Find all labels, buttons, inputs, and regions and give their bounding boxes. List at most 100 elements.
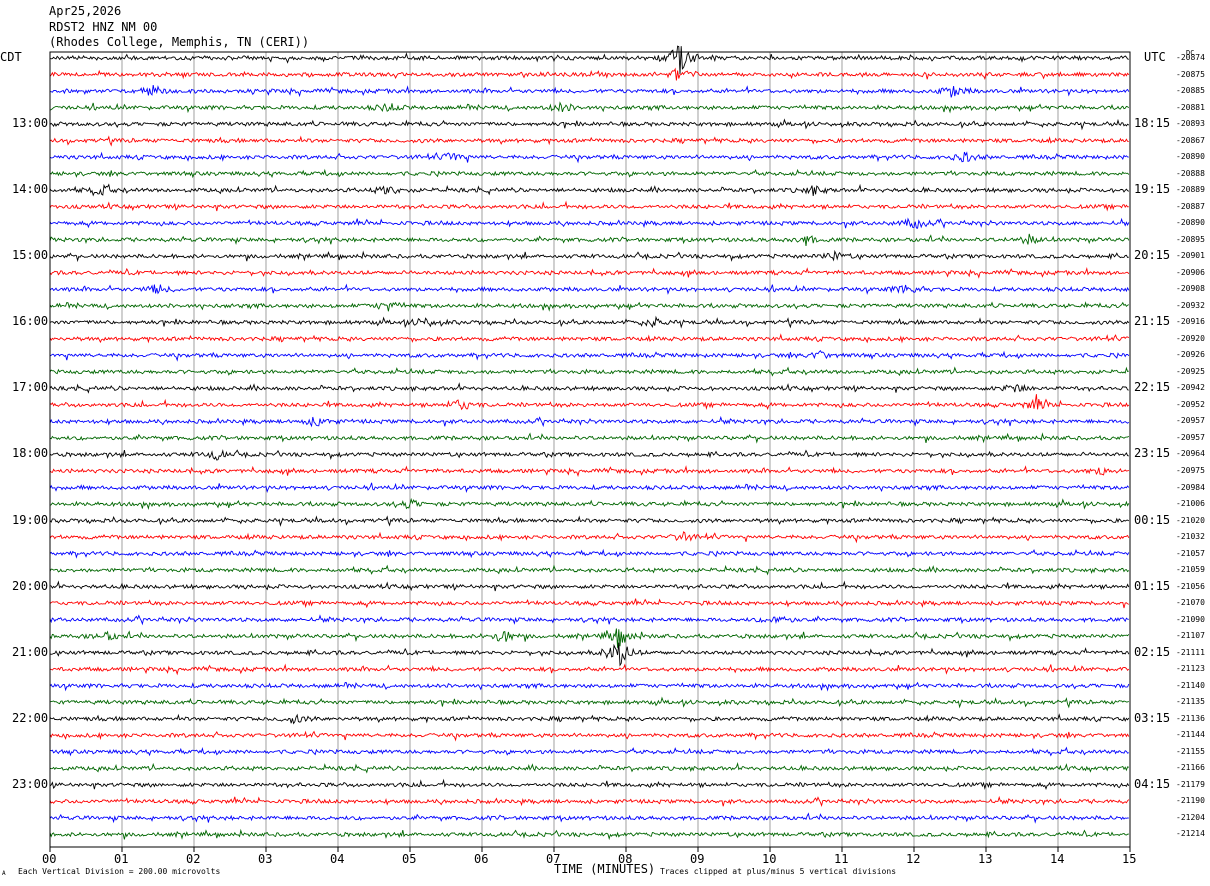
x-tick-label: 12 [906, 852, 921, 866]
dc-offset-label: -20889 [1176, 185, 1205, 195]
x-tick-label: 06 [474, 852, 489, 866]
left-time-label: 19:00 [12, 512, 49, 527]
right-time-label: 21:15 [1134, 314, 1171, 329]
x-tick-label: 02 [186, 852, 201, 866]
date-label: Apr25,2026 [49, 4, 122, 18]
x-tick-label: 09 [690, 852, 705, 866]
trace-line [49, 482, 1130, 494]
trace-line [49, 151, 1129, 164]
dc-offset-label: -20875 [1176, 69, 1205, 79]
left-time-label: 13:00 [12, 116, 49, 131]
x-tick-label: 10 [762, 852, 777, 866]
trace-line [49, 762, 1129, 774]
trace-line [49, 795, 1130, 808]
x-tick-label: 01 [114, 852, 129, 866]
right-time-label: 01:15 [1134, 578, 1171, 593]
vertical-division-note: Each Vertical Division = 200.00 microvol… [18, 867, 221, 876]
left-axis-label: CDT [0, 50, 22, 64]
dc-offset-label: -20926 [1176, 350, 1205, 360]
dc-offset-label: -21214 [1176, 829, 1205, 839]
trace-line [49, 266, 1130, 279]
trace-line [49, 333, 1130, 344]
trace-line [49, 812, 1129, 824]
dc-offset-label: -20957 [1176, 432, 1205, 442]
trace-line [49, 315, 1130, 329]
dc-label: DC [1186, 49, 1195, 57]
trace-line [49, 746, 1130, 757]
left-time-label: 18:00 [12, 446, 49, 461]
x-tick-label: 05 [402, 852, 417, 866]
right-time-label: 02:15 [1134, 644, 1171, 659]
trace-line [49, 515, 1130, 527]
trace-line [49, 598, 1130, 609]
dc-offset-label: -20975 [1176, 466, 1205, 475]
right-time-label: 18:15 [1134, 116, 1171, 131]
x-tick-label: 13 [978, 852, 993, 866]
dc-offset-label: -20925 [1176, 366, 1205, 376]
dc-offset-label: -20881 [1176, 102, 1205, 112]
trace-line [49, 217, 1130, 229]
dc-offset-label: -21123 [1176, 664, 1205, 674]
trace-line [49, 564, 1130, 576]
dc-offset-label: -21032 [1176, 532, 1205, 542]
dc-offset-label: -20888 [1176, 168, 1205, 178]
dc-offset-label: -20893 [1176, 119, 1205, 129]
trace-line [49, 449, 1129, 461]
right-time-label: 20:15 [1134, 248, 1171, 263]
dc-offset-label: -20885 [1176, 86, 1205, 96]
right-time-label: 22:15 [1134, 380, 1171, 395]
dc-offset-label: -20932 [1176, 300, 1205, 310]
dc-offset-label: -21144 [1176, 730, 1205, 740]
dc-offset-label: -21059 [1176, 565, 1205, 575]
dc-offset-label: -20952 [1176, 399, 1205, 409]
left-time-label: 21:00 [12, 644, 49, 659]
dc-offset-label: -20890 [1176, 218, 1205, 228]
dc-offset-label: -21204 [1176, 812, 1205, 822]
left-time-label: 17:00 [12, 380, 49, 395]
dc-offset-label: -21090 [1176, 614, 1205, 624]
dc-offset-label: -21057 [1176, 548, 1205, 558]
trace-line [49, 778, 1130, 790]
trace-line [49, 681, 1130, 692]
trace-line [49, 432, 1130, 444]
dc-offset-label: -21006 [1176, 499, 1205, 509]
left-time-label: 15:00 [12, 248, 49, 263]
trace-line [49, 283, 1130, 295]
dc-offset-label: -20957 [1176, 416, 1205, 426]
dc-offset-label: -21070 [1176, 598, 1205, 608]
trace-line [49, 67, 1130, 81]
right-time-label: 19:15 [1134, 182, 1171, 197]
dc-offset-label: -21166 [1176, 763, 1205, 773]
trace-line [49, 200, 1129, 212]
left-time-label: 16:00 [12, 314, 49, 329]
dc-offset-label: -20984 [1176, 482, 1205, 492]
trace-line [49, 415, 1130, 428]
trace-line [49, 663, 1130, 676]
trace-line [49, 101, 1130, 114]
trace-line [49, 828, 1129, 841]
trace-line [49, 642, 1130, 667]
trace-line [49, 628, 1130, 648]
dc-offset-label: -20901 [1176, 251, 1205, 261]
x-axis-title: TIME (MINUTES) [554, 862, 656, 876]
left-time-label: 14:00 [12, 182, 49, 197]
trace-line [49, 301, 1130, 312]
x-tick-label: 07 [546, 852, 561, 866]
dc-offset-label: -20964 [1176, 449, 1205, 459]
right-time-label: 00:15 [1134, 512, 1171, 527]
dc-offset-label: -21155 [1176, 746, 1205, 756]
right-time-label: 04:15 [1134, 776, 1171, 791]
trace-line [49, 531, 1130, 544]
helicorder-traces [49, 45, 1130, 841]
dc-offset-label: -20867 [1176, 135, 1205, 145]
dc-offset-label: -20906 [1176, 267, 1205, 277]
dc-offset-label: -21135 [1176, 697, 1205, 707]
trace-line [49, 696, 1129, 709]
trace-line [49, 135, 1129, 147]
trace-line [49, 713, 1130, 725]
x-tick-label: 03 [258, 852, 273, 866]
location-label: (Rhodes College, Memphis, TN (CERI)) [49, 35, 310, 49]
trace-line [49, 183, 1130, 197]
dc-offset-label: -21111 [1176, 647, 1205, 657]
